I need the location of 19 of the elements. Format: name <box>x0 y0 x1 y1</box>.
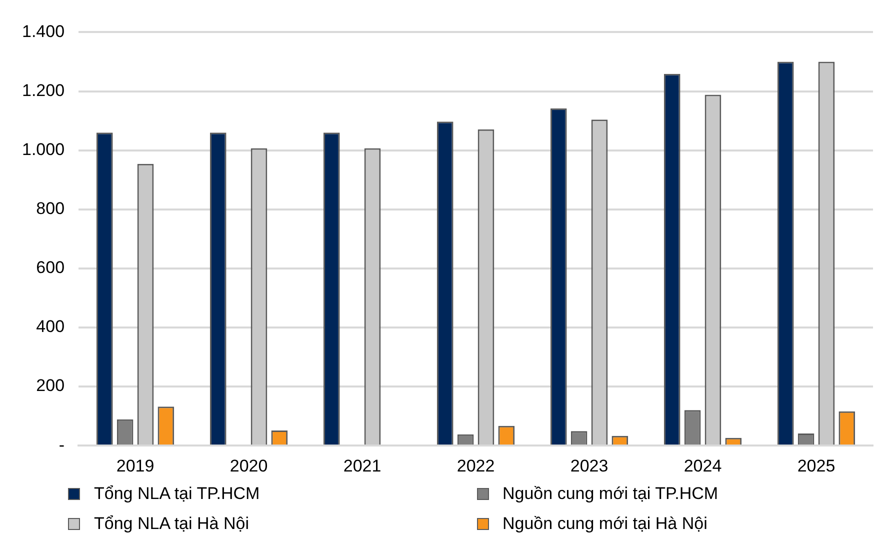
y-tick-label: 1.000 <box>22 140 65 159</box>
y-tick-label: 200 <box>36 376 65 396</box>
y-tick-label: 400 <box>36 317 65 336</box>
x-tick-label: 2022 <box>456 456 495 476</box>
legend-label: Tổng NLA tại TP.HCM <box>94 484 260 504</box>
x-tick-label: 2023 <box>570 456 608 476</box>
legend-label: Tổng NLA tại Hà Nội <box>94 514 249 534</box>
legend-label: Nguồn cung mới tại TP.HCM <box>502 484 718 504</box>
x-tick-label: 2025 <box>797 456 836 476</box>
legend-label: Nguồn cung mới tại Hà Nội <box>502 514 708 534</box>
y-tick-label: - <box>58 435 65 454</box>
x-tick-label: 2024 <box>684 456 722 476</box>
y-tick-label: 1.400 <box>22 22 65 41</box>
x-tick-label: 2020 <box>230 456 268 476</box>
x-tick-label: 2021 <box>343 456 382 476</box>
x-tick-label: 2019 <box>116 456 154 476</box>
y-tick-label: 800 <box>36 199 65 218</box>
y-tick-label: 1.200 <box>22 80 65 100</box>
y-tick-label: 600 <box>36 258 65 278</box>
